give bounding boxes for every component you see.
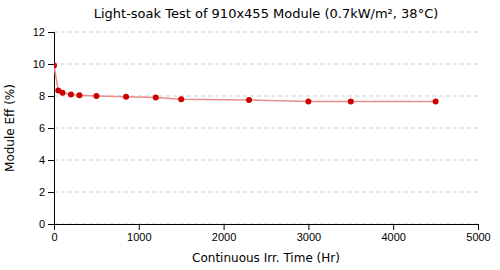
title: Light-soak Test of 910x455 Module (0.7kW… — [94, 6, 439, 21]
marker — [123, 94, 129, 100]
tick: 10 — [33, 58, 54, 70]
tick-mark — [48, 128, 54, 129]
tick-mark — [478, 224, 479, 230]
tick-mark — [48, 160, 54, 161]
tick: 2000 — [212, 224, 236, 243]
grid — [54, 32, 478, 224]
tick-label: 12 — [33, 26, 45, 38]
tick-label: 5000 — [466, 231, 490, 243]
tick-label: 2000 — [212, 231, 236, 243]
tick-mark — [48, 192, 54, 193]
tick: 8 — [39, 90, 54, 102]
tick: 3000 — [297, 224, 321, 243]
tick-label: 2 — [39, 186, 45, 198]
tick-mark — [139, 224, 140, 230]
chart: 0 1000 2000 3000 4000 5000 0 2 4 6 8 10 12 Light-soak… — [0, 0, 500, 270]
y-axis-title: Module Eff (%) — [3, 84, 17, 172]
tick-label: 6 — [39, 122, 45, 134]
tick: 6 — [39, 122, 54, 134]
tick-label: 4 — [39, 154, 45, 166]
marker — [433, 99, 439, 105]
tick-label: 0 — [39, 218, 45, 230]
series — [54, 63, 439, 105]
x-axis-title: Continuous Irr. Time (Hr) — [192, 251, 340, 265]
tick-mark — [393, 224, 394, 230]
tick-mark — [48, 96, 54, 97]
line — [54, 66, 436, 102]
tick: 12 — [33, 26, 54, 38]
marker — [68, 91, 74, 97]
marker — [153, 95, 159, 101]
tick: 4 — [39, 154, 54, 166]
marker — [305, 99, 311, 105]
tick-mark — [48, 64, 54, 65]
tick-label: 0 — [51, 231, 57, 243]
x-axis: 0 1000 2000 3000 4000 5000 — [51, 224, 490, 243]
tick: 0 — [51, 224, 57, 243]
tick: 5000 — [466, 224, 490, 243]
plot-area: 0 1000 2000 3000 4000 5000 0 2 4 6 8 10 12 — [33, 26, 491, 243]
grid-line — [54, 128, 478, 129]
tick-label: 1000 — [127, 231, 151, 243]
tick-mark — [48, 32, 54, 33]
tick-label: 4000 — [381, 231, 405, 243]
tick: 4000 — [381, 224, 405, 243]
axis-line — [48, 33, 55, 225]
tick: 2 — [39, 186, 54, 198]
grid-line — [54, 64, 478, 65]
grid-line — [54, 160, 478, 161]
axis-line — [55, 225, 479, 231]
marker — [54, 63, 57, 69]
marker — [178, 96, 184, 102]
tick-label: 8 — [39, 90, 45, 102]
tick: 0 — [39, 218, 54, 230]
y-axis: 0 2 4 6 8 10 12 — [33, 26, 55, 230]
tick-label: 3000 — [297, 231, 321, 243]
tick-mark — [308, 224, 309, 230]
marker — [93, 93, 99, 99]
marker — [246, 97, 252, 103]
tick-label: 10 — [33, 58, 45, 70]
tick-mark — [224, 224, 225, 230]
grid-line — [54, 32, 478, 33]
marker — [59, 90, 65, 96]
grid-line — [54, 192, 478, 193]
tick: 1000 — [127, 224, 151, 243]
tick-mark — [48, 224, 54, 225]
marker — [76, 92, 82, 98]
marker — [348, 99, 354, 105]
